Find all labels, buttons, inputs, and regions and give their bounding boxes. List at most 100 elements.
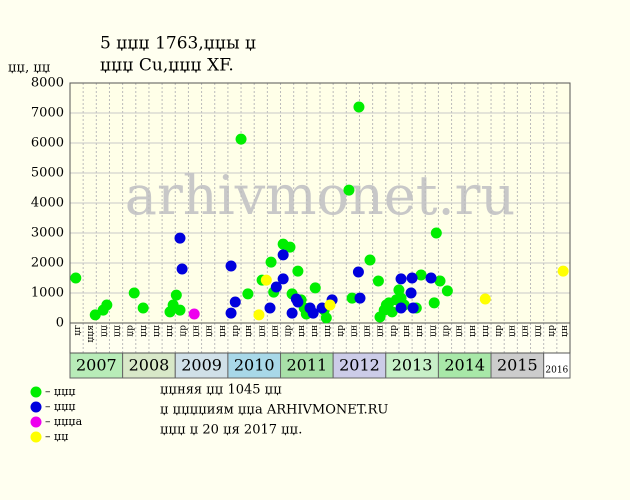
period-label: џр	[389, 325, 399, 337]
point	[174, 232, 186, 244]
period-label: џн	[257, 325, 267, 337]
year-label: 2016	[545, 366, 568, 376]
year-label: 2014	[444, 356, 485, 375]
point	[277, 273, 289, 285]
info-text: џџняя џџ 1045 џџ	[160, 383, 282, 398]
period-label: џн	[402, 325, 412, 337]
year-cell	[543, 352, 571, 379]
point	[354, 292, 366, 304]
point	[225, 307, 237, 319]
period-label: џн	[192, 325, 202, 337]
point	[405, 287, 417, 299]
point	[229, 296, 241, 308]
legend-label: – џџџ	[45, 385, 76, 398]
period-label: џџ	[323, 325, 333, 337]
period-label: џџ	[428, 325, 438, 337]
y-tick-label: 7000	[31, 106, 64, 121]
point	[242, 288, 254, 300]
point	[441, 285, 453, 297]
y-tick-label: 8000	[31, 76, 64, 91]
legend-marker	[30, 416, 42, 428]
year-label: 2015	[497, 356, 538, 375]
period-label: џџ	[113, 325, 123, 337]
year-cell	[227, 352, 282, 379]
point	[434, 275, 446, 287]
year-label: 2007	[76, 356, 117, 375]
y-tick-label: 0	[56, 316, 64, 331]
point	[407, 302, 419, 314]
y-tick-label: 3000	[31, 226, 64, 241]
period-label: џџ	[165, 325, 175, 337]
period-label: џн	[310, 325, 320, 337]
point	[89, 309, 101, 321]
y-tick-label: 4000	[31, 196, 64, 211]
info-text: џџџ џ 20 џя 2017 џџ.	[160, 423, 302, 438]
point	[307, 307, 319, 319]
year-cell	[174, 352, 229, 379]
period-label: џр	[547, 325, 557, 337]
period-label: џн	[244, 325, 254, 337]
point	[235, 133, 247, 145]
period-label: џн	[415, 325, 425, 337]
period-label: џн	[349, 325, 359, 337]
point	[372, 275, 384, 287]
period-label: џн	[270, 325, 280, 337]
legend-label: – џџџа	[45, 415, 83, 428]
point	[352, 266, 364, 278]
point	[364, 254, 376, 266]
period-label: џџ	[534, 325, 544, 337]
period-label: џџ	[481, 325, 491, 337]
period-label: џн	[376, 325, 386, 337]
year-cell	[490, 352, 545, 379]
y-tick-label: 5000	[31, 166, 64, 181]
period-label: џн	[363, 325, 373, 337]
year-label: 2010	[234, 356, 275, 375]
info-text: џ џџџџиям џџа ARHIVMONET.RU	[160, 403, 388, 418]
point	[395, 273, 407, 285]
point	[70, 272, 82, 284]
point	[174, 304, 186, 316]
point	[320, 312, 332, 324]
period-label: џн	[205, 325, 215, 337]
point	[270, 281, 282, 293]
legend-marker	[30, 431, 42, 443]
y-tick-label: 1000	[31, 286, 64, 301]
period-label: џр	[494, 325, 504, 337]
point	[346, 292, 358, 304]
point	[225, 260, 237, 272]
period-label: џн	[297, 325, 307, 337]
legend-marker	[30, 401, 42, 413]
period-label: џн	[468, 325, 478, 337]
period-label: џн	[560, 325, 570, 337]
point	[286, 307, 298, 319]
point	[479, 293, 491, 305]
period-label: џн	[507, 325, 517, 337]
point	[176, 263, 188, 275]
y-axis-label: џџ, џџ	[8, 61, 51, 76]
year-cell	[280, 352, 334, 379]
point	[395, 302, 407, 314]
period-label: џр	[442, 325, 452, 337]
point	[265, 256, 277, 268]
point	[324, 299, 336, 311]
chart-title: 5 џџџ 1763,џџы џ	[100, 34, 256, 54]
period-label: џџ	[152, 325, 162, 337]
year-label: 2008	[129, 356, 170, 375]
legend-label: – џџ	[45, 430, 68, 443]
point	[277, 249, 289, 261]
point	[253, 309, 265, 321]
point	[292, 296, 304, 308]
point	[292, 265, 304, 277]
point	[170, 289, 182, 301]
point	[137, 302, 149, 314]
year-cell	[69, 352, 124, 379]
plot-frame	[69, 82, 571, 354]
point	[406, 272, 418, 284]
period-label: џн	[455, 325, 465, 337]
period-label: џн	[520, 325, 530, 337]
point	[386, 306, 398, 318]
chart-subtitle: џџџ Cu,џџџ XF.	[100, 56, 234, 76]
point	[415, 269, 427, 281]
period-label: џр	[284, 325, 294, 337]
